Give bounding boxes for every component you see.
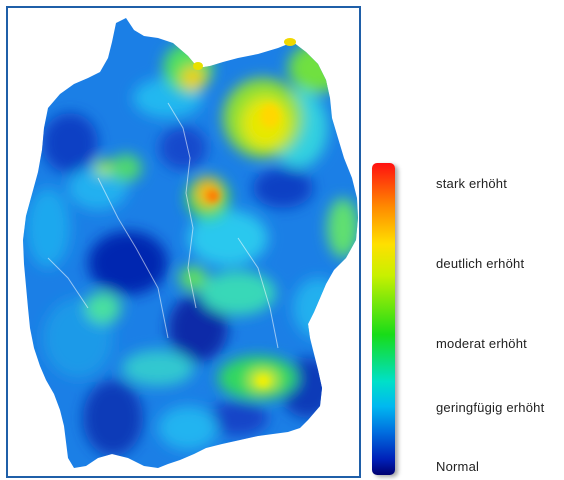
legend-label-normal: Normal — [436, 459, 480, 474]
legend-label-geringfuegig: geringfügig erhöht — [436, 400, 545, 415]
germany-heatmap — [6, 6, 361, 478]
legend-label-deutlich: deutlich erhöht — [436, 256, 525, 271]
legend-label-stark: stark erhöht — [436, 176, 508, 191]
color-scale-bar — [372, 163, 395, 475]
island-marker — [193, 62, 203, 70]
heatmap-surface — [23, 18, 358, 468]
island-marker — [284, 38, 296, 46]
legend-label-moderat: moderat erhöht — [436, 336, 527, 351]
